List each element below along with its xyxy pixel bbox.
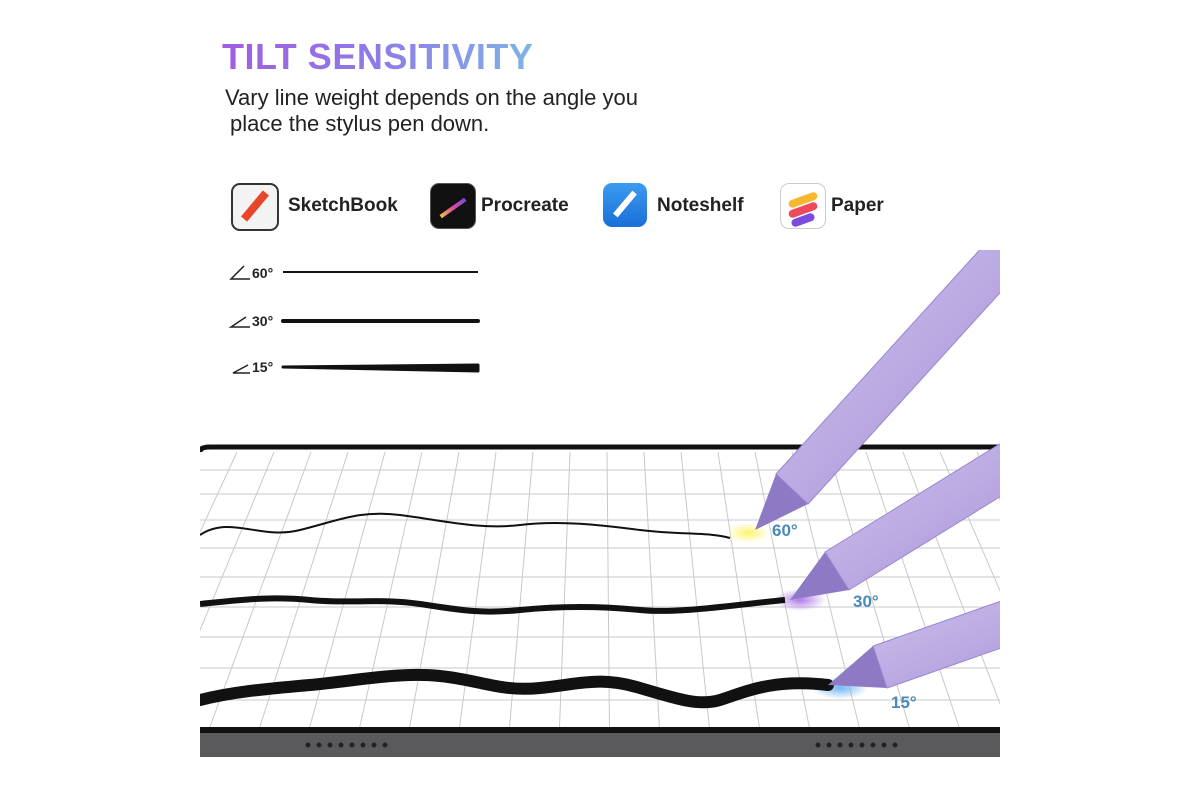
angle-icon	[228, 316, 250, 328]
grid-line	[200, 452, 201, 454]
angle-label: 30°	[252, 313, 274, 329]
app-icon	[603, 183, 647, 227]
subtitle: place the stylus pen down.	[230, 111, 490, 136]
grid-line	[1014, 452, 1159, 727]
app-icon	[780, 183, 826, 229]
angle-icon	[229, 265, 250, 280]
pen-tip	[790, 552, 849, 600]
subtitle: Vary line weight depends on the angle yo…	[225, 85, 638, 110]
speaker-hole	[859, 742, 865, 748]
app-icon	[231, 183, 279, 231]
speaker-hole	[815, 742, 821, 748]
speaker-hole	[316, 742, 322, 748]
pen-tip	[828, 646, 887, 688]
grid-line	[200, 451, 275, 632]
grid-line	[200, 451, 238, 534]
speaker-hole	[826, 742, 832, 748]
angle-label: 15°	[252, 359, 274, 375]
angle-icon	[232, 364, 250, 374]
app-name: Procreate	[481, 195, 569, 216]
stroke-thin	[200, 512, 731, 539]
grid-line	[209, 451, 312, 728]
speaker-hole	[371, 742, 377, 748]
grid-line	[0, 452, 126, 727]
pen	[775, 250, 1000, 505]
grid-line	[509, 451, 534, 728]
speaker-hole	[837, 742, 843, 748]
glow	[726, 523, 770, 543]
pen-angle-label: 15°	[891, 693, 917, 712]
speaker-hole	[382, 742, 388, 748]
speaker-hole	[349, 742, 355, 748]
speaker-hole	[892, 742, 898, 748]
pen-angle-label: 30°	[853, 592, 879, 611]
title: TILT SENSITIVITY	[222, 36, 534, 77]
grid-line	[10, 452, 163, 727]
pen-tip	[755, 474, 808, 530]
frame	[200, 727, 1000, 733]
pen	[824, 443, 1000, 591]
speaker-hole	[305, 742, 311, 748]
frame	[200, 444, 1000, 453]
angle-icons	[228, 265, 250, 374]
speaker	[305, 742, 898, 748]
grid-line	[409, 451, 460, 728]
app-icon	[430, 183, 476, 229]
speaker-hole	[360, 742, 366, 748]
app-name: Noteshelf	[657, 195, 744, 216]
angle-label: 60°	[252, 265, 274, 281]
speaker-hole	[870, 742, 876, 748]
bezel	[200, 733, 1000, 757]
pen	[872, 600, 1000, 689]
speaker-hole	[327, 742, 333, 748]
grid-line	[643, 451, 660, 728]
app-name: SketchBook	[288, 195, 398, 216]
grid-line	[259, 451, 349, 728]
speaker-hole	[881, 742, 887, 748]
sample-stroke	[281, 363, 480, 373]
grid-line	[865, 451, 960, 728]
tablet	[0, 250, 1200, 757]
speaker-hole	[848, 742, 854, 748]
stroke-thick	[200, 668, 834, 709]
stroke-medium	[200, 595, 786, 615]
grid-line	[1051, 452, 1200, 727]
speaker-hole	[338, 742, 344, 748]
grid-line	[680, 451, 710, 728]
pen-angle-label: 60°	[772, 521, 798, 540]
grid-line	[717, 451, 760, 728]
app-name: Paper	[831, 195, 884, 216]
